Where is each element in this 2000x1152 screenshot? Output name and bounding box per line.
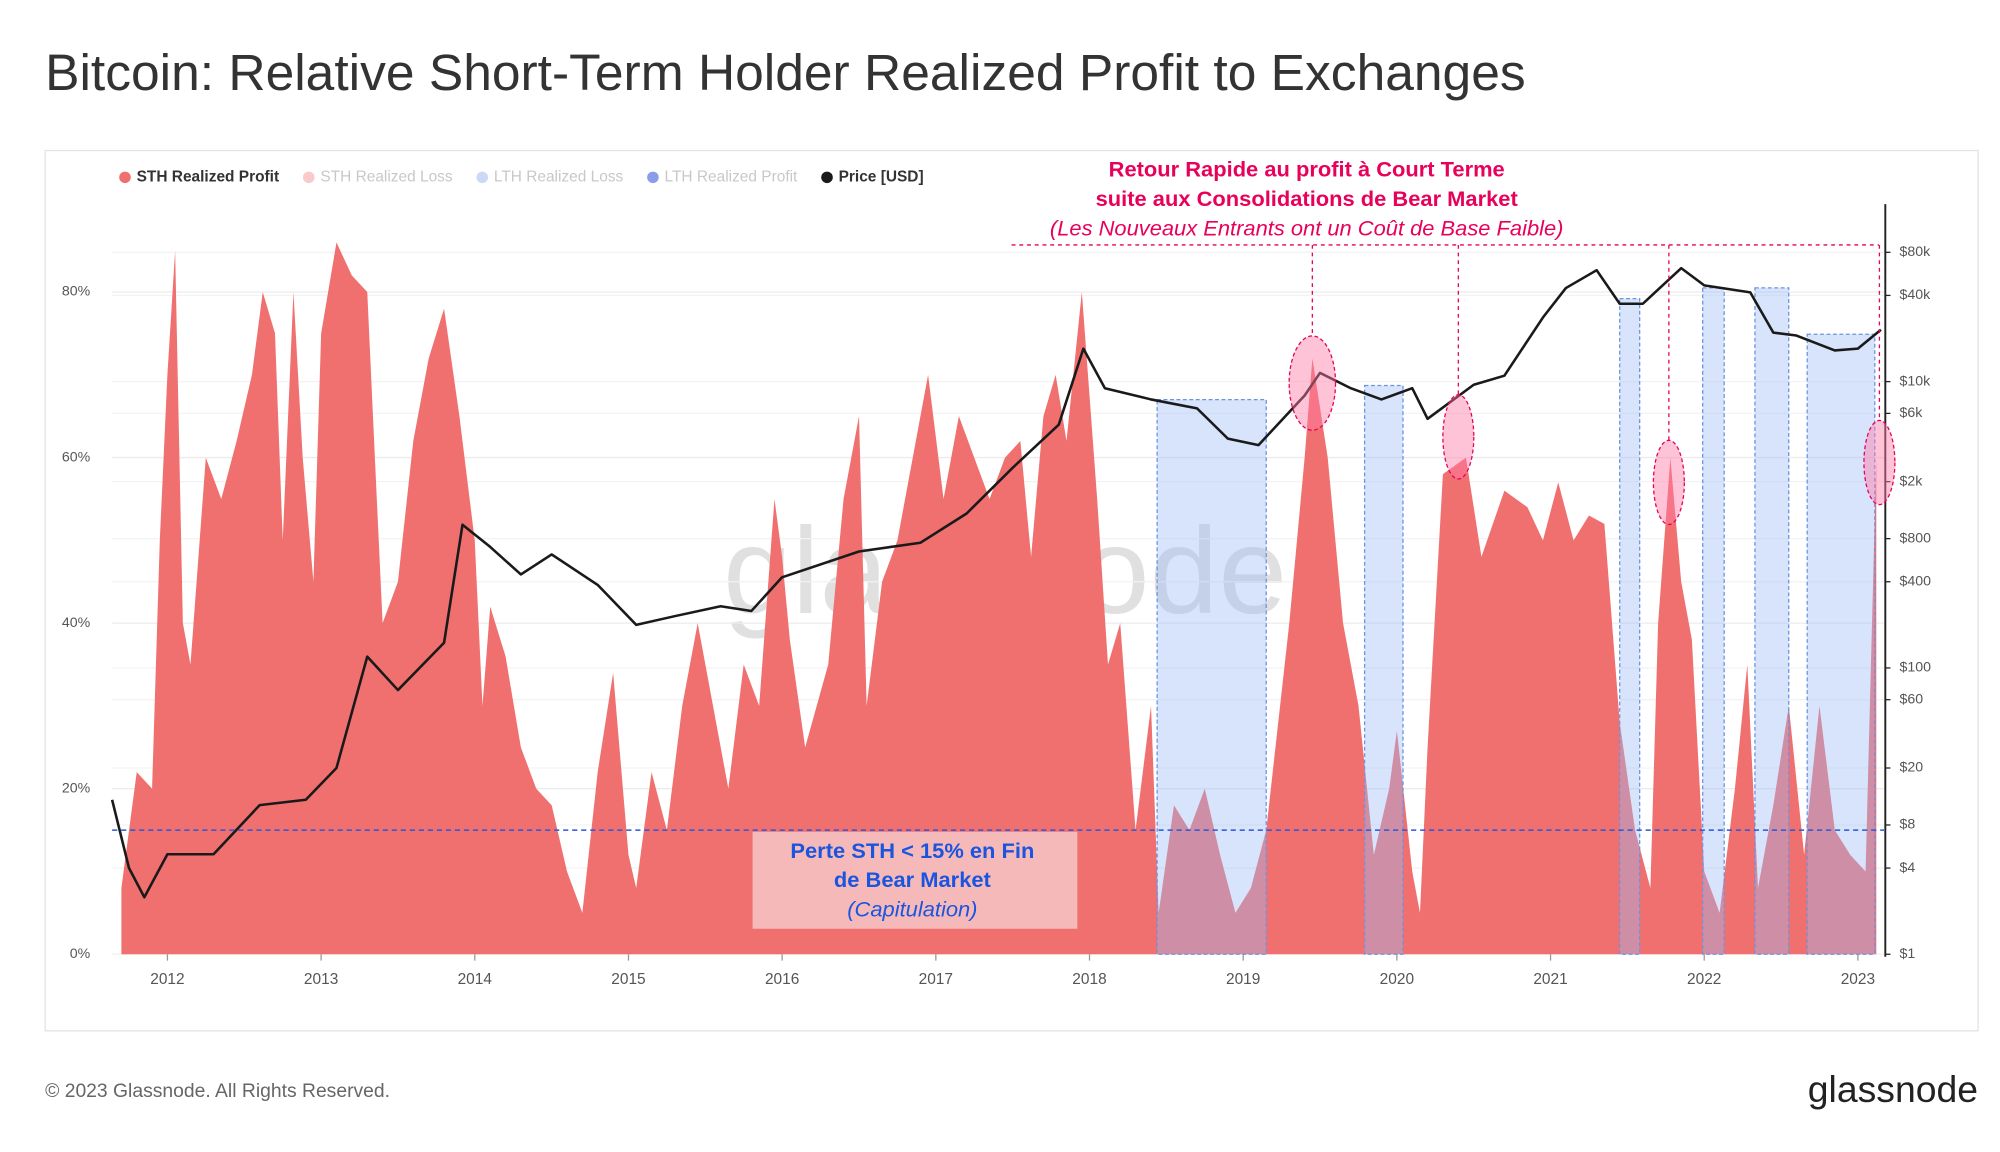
highlight-point bbox=[1863, 419, 1896, 506]
area bbox=[121, 242, 1877, 955]
x-tick-label: 2012 bbox=[150, 971, 184, 988]
y2-tick-label: $800 bbox=[1899, 529, 1931, 545]
x-tick-label: 2023 bbox=[1841, 971, 1875, 988]
y-tick-label: 60% bbox=[62, 448, 91, 464]
annotation: suite aux Consolidations de Bear Market bbox=[1096, 186, 1518, 211]
annotation-note: (Les Nouveaux Entrants ont un Coût de Ba… bbox=[1050, 215, 1564, 240]
legend-label: Price [USD] bbox=[839, 168, 924, 185]
y2-tick-label: $8 bbox=[1899, 816, 1915, 832]
x-tick-label: 2020 bbox=[1380, 971, 1414, 988]
highlight-range bbox=[1754, 287, 1790, 955]
x-tick-label: 2014 bbox=[458, 971, 493, 988]
legend-label: LTH Realized Loss bbox=[494, 168, 624, 185]
legend-label: LTH Realized Profit bbox=[665, 168, 799, 185]
x-tick-label: 2016 bbox=[765, 971, 799, 988]
highlight-range bbox=[1156, 398, 1267, 955]
plot: 0% 20% 40% 60% 80% $1 $4 $8 $20 $60 $100 $400 $800 $2… bbox=[62, 157, 1931, 988]
y2-tick-label: $2k bbox=[1899, 472, 1923, 488]
logo: glassnode bbox=[1808, 1068, 1978, 1110]
x-tick-label: 2013 bbox=[304, 971, 338, 988]
highlight-point bbox=[1288, 335, 1337, 431]
chart-title: Bitcoin: Relative Short-Term Holder Real… bbox=[45, 44, 1526, 101]
chart-frame bbox=[44, 149, 1979, 1032]
x-tick-label: 2015 bbox=[611, 971, 645, 988]
y2-tick-label: $20 bbox=[1899, 759, 1923, 775]
highlight-point bbox=[1442, 394, 1475, 480]
x-tick-label: 2022 bbox=[1687, 971, 1721, 988]
legend-marker bbox=[302, 171, 315, 184]
annotation: de Bear Market bbox=[834, 867, 991, 892]
legend-marker bbox=[476, 171, 489, 184]
x-tick-label: 2019 bbox=[1226, 971, 1260, 988]
y-tick-label: 40% bbox=[62, 614, 91, 630]
y-tick-label: 20% bbox=[62, 779, 91, 795]
x-tick-label: 2017 bbox=[919, 971, 953, 988]
y2-tick-label: $6k bbox=[1899, 404, 1923, 420]
x-tick-label: 2021 bbox=[1533, 971, 1567, 988]
y2-tick-label: $10k bbox=[1899, 372, 1931, 388]
y-tick-label: 0% bbox=[70, 945, 91, 961]
y2-tick-label: $400 bbox=[1899, 573, 1931, 589]
y2-tick-label: $1 bbox=[1899, 945, 1915, 961]
legend-label: STH Realized Loss bbox=[320, 168, 453, 185]
price-line bbox=[110, 266, 1882, 899]
legend-marker bbox=[647, 171, 659, 184]
y2-tick-label: $60 bbox=[1899, 690, 1923, 706]
footer: © 2023 Glassnode. All Rights Reserved. bbox=[45, 1081, 390, 1102]
y2-tick-label: $40k bbox=[1899, 286, 1931, 302]
annotation-note: (Capitulation) bbox=[847, 897, 977, 922]
annotation: Retour Rapide au profit à Court Terme bbox=[1109, 157, 1505, 182]
y2-tick-label: $80k bbox=[1899, 243, 1931, 259]
y2-tick-label: $100 bbox=[1899, 659, 1931, 675]
highlight-range bbox=[1702, 287, 1725, 955]
legend-marker bbox=[119, 171, 131, 184]
y-tick-label: 80% bbox=[62, 283, 91, 299]
legend-label: STH Realized Profit bbox=[137, 168, 280, 185]
highlight-point bbox=[1652, 439, 1685, 526]
y2-tick-label: $4 bbox=[1899, 859, 1915, 875]
x-tick-label: 2018 bbox=[1072, 971, 1106, 988]
annotation-box bbox=[752, 831, 1078, 929]
legend-marker bbox=[821, 171, 833, 184]
highlight-range bbox=[1806, 333, 1876, 955]
highlight-range bbox=[1363, 384, 1404, 955]
annotation: Perte STH < 15% en Fin bbox=[790, 838, 1034, 863]
highlight-range bbox=[1619, 297, 1641, 955]
